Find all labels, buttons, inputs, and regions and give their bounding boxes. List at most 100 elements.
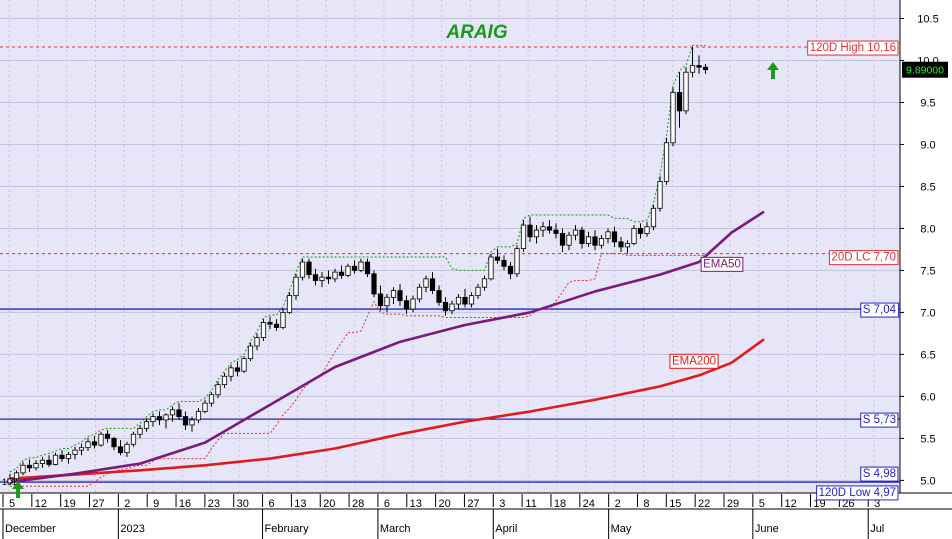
- candle-body-up: [241, 358, 247, 372]
- s1-label-text: S 7,04: [863, 304, 897, 316]
- candle-body-up: [650, 207, 657, 228]
- y-tick-label: 9.0: [920, 139, 935, 151]
- candle: [689, 47, 696, 78]
- candle: [436, 285, 442, 306]
- candle: [540, 221, 546, 237]
- candle: [455, 293, 462, 310]
- x-tick-label: 19: [64, 498, 76, 510]
- candle-body-down: [442, 301, 449, 312]
- start-small-label: 101: [2, 477, 17, 487]
- s1-label-box: [860, 302, 900, 318]
- candle-body-up: [72, 449, 78, 455]
- ema200-label-box: [669, 353, 719, 369]
- s2-label-box: [860, 412, 899, 428]
- candle: [351, 260, 358, 274]
- candle: [163, 413, 169, 429]
- y-tick-label: 7.5: [920, 265, 935, 277]
- candle: [579, 226, 585, 249]
- last-price-text: 9.89000: [906, 65, 944, 77]
- x-tick-label: 8: [643, 498, 649, 510]
- candle-body-up: [533, 229, 540, 238]
- candle-body-down: [397, 290, 403, 302]
- candle: [215, 381, 221, 399]
- candle-body-down: [553, 229, 559, 234]
- candle-body-down: [546, 226, 553, 231]
- x-tick-label: 26: [842, 498, 854, 510]
- candle-body-down: [46, 459, 52, 465]
- candle: [546, 220, 553, 234]
- candle-body-up: [572, 229, 579, 236]
- plot-background: [0, 0, 900, 493]
- y-tick-label: 7.0: [920, 307, 935, 319]
- x-month-label: April: [495, 523, 517, 535]
- candle: [182, 411, 189, 431]
- candle-body-down: [696, 65, 702, 68]
- candle-body-up: [20, 464, 26, 474]
- candle: [20, 461, 26, 476]
- candle: [364, 258, 371, 278]
- candle: [468, 292, 475, 308]
- candle: [189, 416, 195, 432]
- candle-body-down: [338, 271, 345, 276]
- candle: [371, 270, 377, 298]
- candle: [637, 223, 644, 239]
- lc-20d-label-box: [828, 250, 899, 266]
- candle: [462, 288, 468, 308]
- candle: [592, 230, 598, 251]
- candle-body-up: [280, 312, 286, 328]
- candle: [598, 235, 605, 249]
- x-month-label: 2023: [120, 523, 144, 535]
- candle: [683, 67, 689, 115]
- x-tick-label: 12: [785, 498, 797, 510]
- x-tick-label: 12: [35, 498, 47, 510]
- candle: [319, 272, 325, 288]
- candle-body-up: [631, 228, 637, 244]
- candle-body-up: [247, 345, 254, 360]
- candle-body-up: [663, 142, 670, 182]
- candle-body-up: [78, 447, 85, 451]
- candle: [618, 236, 624, 252]
- candle-body-up: [137, 427, 143, 435]
- candle: [208, 392, 215, 407]
- candle: [527, 216, 533, 242]
- candle: [442, 297, 449, 316]
- x-tick-label: 2: [615, 498, 621, 510]
- candle: [247, 342, 254, 362]
- candle-body-down: [351, 265, 358, 271]
- candle: [26, 459, 33, 473]
- candle-body-down: [273, 323, 280, 328]
- x-month-label: June: [755, 523, 779, 535]
- candle-body-down: [429, 278, 436, 291]
- candle: [312, 268, 319, 286]
- candle: [33, 460, 39, 471]
- x-tick-label: 24: [583, 498, 595, 510]
- candle-body-down: [306, 261, 312, 276]
- ema50-line: [9, 210, 765, 484]
- candle-body-up: [7, 478, 13, 484]
- candle: [624, 240, 631, 254]
- candle-body-up: [468, 295, 475, 305]
- candle: [221, 372, 228, 389]
- candle: [553, 223, 559, 239]
- buy-arrow-icon: [12, 481, 24, 498]
- candle-body-up: [189, 419, 195, 426]
- x-tick-label: 13: [294, 498, 306, 510]
- y-tick-label: 5.5: [920, 433, 935, 445]
- candle: [345, 263, 351, 278]
- candle-body-down: [507, 265, 514, 275]
- candle-body-down: [176, 409, 182, 417]
- candle-body-up: [540, 226, 546, 231]
- candle-body-down: [312, 274, 319, 281]
- candle-body-down: [494, 256, 501, 261]
- candle: [169, 406, 176, 422]
- candle: [293, 273, 299, 300]
- candle-body-up: [65, 453, 72, 459]
- last-price-box: [902, 61, 948, 78]
- candle: [676, 72, 683, 128]
- candle-body-up: [410, 298, 416, 310]
- x-tick-label: 2: [124, 498, 130, 510]
- candle-body-up: [481, 278, 488, 288]
- candle-body-down: [592, 236, 598, 246]
- lc-20d-label-text: 20D LC 7,70: [831, 252, 896, 264]
- candle: [299, 258, 306, 281]
